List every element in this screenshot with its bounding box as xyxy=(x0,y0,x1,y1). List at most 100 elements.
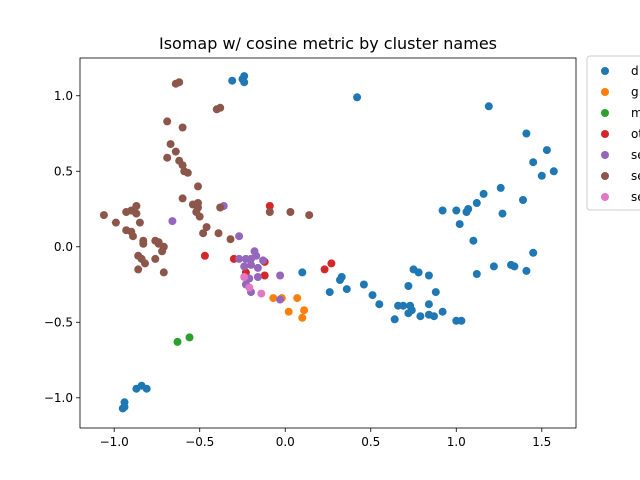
scatter-point xyxy=(171,147,180,156)
legend-marker xyxy=(601,88,609,96)
y-tick-label: 0.5 xyxy=(54,164,73,178)
scatter-point xyxy=(173,337,182,346)
legend-label: ot xyxy=(631,127,640,141)
scatter-point xyxy=(489,262,498,271)
scatter-point xyxy=(284,307,293,316)
scatter-point xyxy=(462,208,471,216)
y-tick-label: 1.0 xyxy=(54,89,73,103)
scatter-point xyxy=(404,282,413,290)
legend-label: d xyxy=(631,64,639,78)
scatter-point xyxy=(159,268,168,277)
scatter-point xyxy=(479,189,488,198)
scatter-point xyxy=(139,239,148,248)
scatter-point xyxy=(135,218,144,227)
legend-label: se xyxy=(631,169,640,183)
scatter-point xyxy=(260,271,269,280)
legend-label: se xyxy=(631,148,640,162)
scatter-point xyxy=(245,283,254,292)
scatter-point xyxy=(498,209,507,218)
scatter-point xyxy=(519,196,527,204)
scatter-point xyxy=(472,199,481,207)
y-tick-label: −0.5 xyxy=(44,315,73,329)
chart-title: Isomap w/ cosine metric by cluster names xyxy=(159,34,497,53)
scatter-point xyxy=(178,194,187,203)
scatter-point xyxy=(151,254,160,263)
scatter-point xyxy=(298,268,307,277)
legend-label: g xyxy=(631,85,639,99)
scatter-point xyxy=(431,288,440,297)
scatter-point xyxy=(510,262,519,271)
scatter-point xyxy=(168,217,177,226)
scatter-point xyxy=(276,295,285,304)
y-tick-label: −1.0 xyxy=(44,391,73,405)
scatter-point xyxy=(185,333,194,342)
scatter-point xyxy=(537,171,546,180)
scatter-point xyxy=(265,208,274,216)
scatter-point xyxy=(134,265,143,274)
scatter-point xyxy=(336,276,344,284)
scatter-point xyxy=(163,117,172,126)
scatter-point xyxy=(300,306,309,315)
scatter-point xyxy=(166,140,175,149)
scatter-point xyxy=(178,123,187,132)
scatter-point xyxy=(132,209,141,218)
scatter-point xyxy=(235,254,244,263)
scatter-point xyxy=(240,262,249,271)
scatter-point xyxy=(496,183,505,192)
scatter-point xyxy=(424,271,433,280)
legend-label: m xyxy=(631,106,640,120)
scatter-point xyxy=(200,251,209,260)
scatter-point xyxy=(141,259,149,268)
scatter-point xyxy=(455,220,464,229)
scatter-point xyxy=(199,229,208,238)
x-tick-label: 1.0 xyxy=(447,435,466,449)
legend: dgm ot se se se xyxy=(586,55,640,211)
scatter-point xyxy=(353,93,362,102)
scatter-point xyxy=(111,218,120,227)
x-tick-label: 0.5 xyxy=(361,435,380,449)
scatter-point xyxy=(269,294,278,303)
scatter-point xyxy=(469,236,478,245)
scatter-point xyxy=(247,260,255,269)
scatter-point xyxy=(228,76,237,85)
legend-marker xyxy=(601,67,609,75)
scatter-point xyxy=(259,256,267,265)
scatter-point xyxy=(163,153,172,162)
legend-marker xyxy=(601,109,609,117)
scatter-point xyxy=(257,289,266,298)
scatter-point xyxy=(424,300,433,309)
scatter-point xyxy=(240,273,249,281)
legend-marker xyxy=(601,172,609,180)
scatter-point xyxy=(430,312,438,321)
scatter-point xyxy=(457,316,466,325)
x-tick-label: −1.0 xyxy=(100,435,129,449)
legend-marker xyxy=(601,193,609,201)
scatter-point xyxy=(399,301,408,310)
scatter-point xyxy=(195,212,204,221)
scatter-point xyxy=(375,300,384,309)
scatter-point xyxy=(293,294,302,303)
scatter-point xyxy=(129,232,137,241)
plot-frame xyxy=(79,57,577,429)
x-tick-label: 1.5 xyxy=(532,435,551,449)
scatter-point xyxy=(404,309,413,318)
scatter-point xyxy=(529,158,538,167)
legend-marker xyxy=(601,151,609,159)
scatter-point xyxy=(99,211,108,220)
scatter-point xyxy=(472,270,481,278)
scatter-point xyxy=(522,129,531,138)
scatter-point xyxy=(120,398,129,407)
scatter-point xyxy=(158,247,167,256)
scatter-point xyxy=(253,263,262,272)
data-points xyxy=(99,72,558,413)
legend-marker xyxy=(601,130,609,138)
scatter-point xyxy=(240,78,249,87)
scatter-point xyxy=(414,268,423,277)
scatter-point xyxy=(438,206,447,215)
scatter-point xyxy=(325,288,334,297)
scatter-point xyxy=(368,291,377,300)
y-tick-label: 0.0 xyxy=(54,240,73,254)
x-axis-ticks: −1.0 −0.5 0.0 0.5 1.0 1.5 xyxy=(100,428,551,449)
x-tick-label: 0.0 xyxy=(276,435,295,449)
